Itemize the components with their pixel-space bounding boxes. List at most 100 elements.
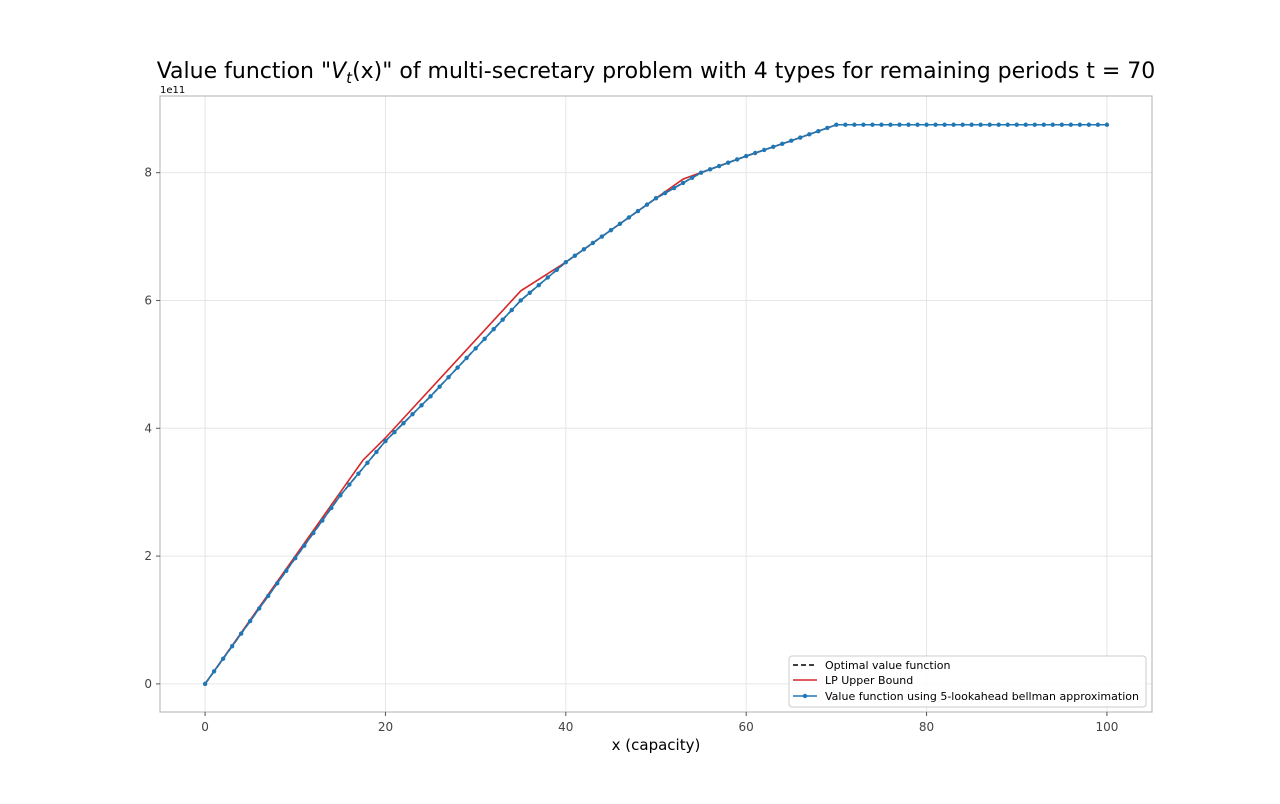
legend-frame bbox=[788, 655, 1147, 708]
chart-title: Value function "Vt(x)" of multi-secretar… bbox=[157, 59, 1156, 87]
data-point-lookahead bbox=[906, 122, 911, 127]
data-point-lookahead bbox=[861, 122, 866, 127]
legend-marker-lookahead bbox=[802, 693, 808, 699]
data-point-lookahead bbox=[653, 196, 659, 201]
data-point-lookahead bbox=[347, 482, 352, 487]
data-point-lookahead bbox=[311, 530, 316, 536]
data-point-lookahead bbox=[852, 122, 857, 127]
data-point-lookahead bbox=[942, 122, 947, 127]
data-point-lookahead bbox=[780, 141, 785, 146]
x-tick-label: 80 bbox=[919, 720, 934, 734]
data-point-lookahead bbox=[356, 471, 361, 476]
y-tick-label: 6 bbox=[144, 293, 152, 307]
data-point-lookahead bbox=[410, 412, 415, 417]
data-point-lookahead bbox=[734, 157, 740, 162]
data-point-lookahead bbox=[374, 449, 379, 455]
data-point-lookahead bbox=[320, 518, 325, 523]
data-point-lookahead bbox=[1014, 122, 1019, 127]
data-point-lookahead bbox=[798, 135, 803, 140]
x-tick-label: 0 bbox=[201, 720, 209, 734]
data-point-lookahead bbox=[464, 355, 469, 361]
data-point-lookahead bbox=[590, 240, 596, 246]
data-point-lookahead bbox=[211, 669, 217, 674]
data-point-lookahead bbox=[707, 167, 713, 172]
data-point-lookahead bbox=[743, 153, 749, 159]
data-point-lookahead bbox=[518, 298, 523, 303]
data-point-lookahead bbox=[960, 122, 965, 127]
data-point-lookahead bbox=[924, 122, 929, 127]
data-point-lookahead bbox=[247, 618, 253, 624]
x-tick-label: 40 bbox=[558, 720, 573, 734]
data-point-lookahead bbox=[951, 122, 956, 127]
data-point-lookahead bbox=[491, 327, 496, 332]
grid-lines bbox=[160, 96, 1152, 712]
y-scale-label: 1e11 bbox=[160, 85, 185, 96]
data-point-lookahead bbox=[671, 185, 677, 191]
y-tick-label: 4 bbox=[144, 421, 152, 435]
data-point-lookahead bbox=[229, 643, 235, 649]
data-point-lookahead bbox=[446, 374, 451, 380]
data-point-lookahead bbox=[843, 122, 848, 127]
data-point-lookahead bbox=[716, 163, 722, 169]
data-point-lookahead bbox=[383, 438, 388, 444]
data-point-lookahead bbox=[1077, 122, 1083, 127]
series-layer bbox=[202, 122, 1110, 687]
legend-label-optimal: Optimal value function bbox=[825, 659, 951, 672]
legend-label-lp: LP Upper Bound bbox=[825, 674, 913, 687]
x-axis-label: x (capacity) bbox=[612, 736, 701, 754]
data-point-lookahead bbox=[680, 180, 686, 186]
data-point-lookahead bbox=[725, 160, 731, 165]
data-point-lookahead bbox=[392, 429, 397, 435]
data-point-lookahead bbox=[789, 138, 794, 143]
data-point-lookahead bbox=[302, 543, 307, 548]
data-point-lookahead bbox=[996, 122, 1001, 127]
data-point-lookahead bbox=[807, 132, 812, 137]
data-point-lookahead bbox=[915, 122, 920, 127]
data-point-lookahead bbox=[293, 556, 298, 561]
data-point-lookahead bbox=[933, 122, 938, 127]
data-point-lookahead bbox=[834, 122, 839, 127]
data-point-lookahead bbox=[1050, 122, 1056, 127]
y-tick-label: 2 bbox=[144, 549, 152, 563]
data-point-lookahead bbox=[545, 275, 550, 280]
data-point-lookahead bbox=[266, 593, 271, 599]
data-point-lookahead bbox=[1059, 122, 1065, 127]
data-point-lookahead bbox=[257, 606, 262, 611]
data-point-lookahead bbox=[482, 336, 487, 342]
data-point-lookahead bbox=[428, 394, 433, 399]
data-point-lookahead bbox=[771, 144, 776, 150]
x-tick-label: 20 bbox=[378, 720, 393, 734]
data-point-lookahead bbox=[635, 208, 641, 214]
data-point-lookahead bbox=[608, 227, 614, 233]
data-point-lookahead bbox=[202, 681, 208, 687]
data-point-lookahead bbox=[419, 403, 424, 408]
data-point-lookahead bbox=[509, 307, 514, 313]
y-tick-label: 0 bbox=[144, 677, 152, 691]
data-point-lookahead bbox=[762, 147, 767, 153]
data-point-lookahead bbox=[563, 259, 569, 265]
x-tick-label: 60 bbox=[739, 720, 754, 734]
data-point-lookahead bbox=[617, 221, 623, 227]
data-point-lookahead bbox=[1023, 122, 1028, 127]
data-point-lookahead bbox=[1041, 122, 1046, 127]
data-point-lookahead bbox=[572, 253, 578, 258]
data-point-lookahead bbox=[978, 122, 983, 127]
data-point-lookahead bbox=[698, 170, 704, 175]
y-tick-label: 8 bbox=[144, 166, 152, 180]
plot-area-frame bbox=[159, 95, 1153, 713]
data-point-lookahead bbox=[626, 215, 632, 220]
data-point-lookahead bbox=[599, 234, 605, 239]
data-point-lookahead bbox=[338, 493, 343, 498]
data-point-lookahead bbox=[987, 122, 992, 127]
data-point-lookahead bbox=[969, 122, 974, 127]
data-point-lookahead bbox=[1032, 122, 1037, 127]
data-point-lookahead bbox=[455, 365, 460, 370]
data-point-lookahead bbox=[401, 420, 406, 426]
data-point-lookahead bbox=[897, 122, 902, 127]
data-point-lookahead bbox=[1068, 122, 1074, 127]
data-point-lookahead bbox=[879, 122, 884, 127]
data-point-lookahead bbox=[870, 122, 875, 127]
data-point-lookahead bbox=[536, 282, 541, 288]
